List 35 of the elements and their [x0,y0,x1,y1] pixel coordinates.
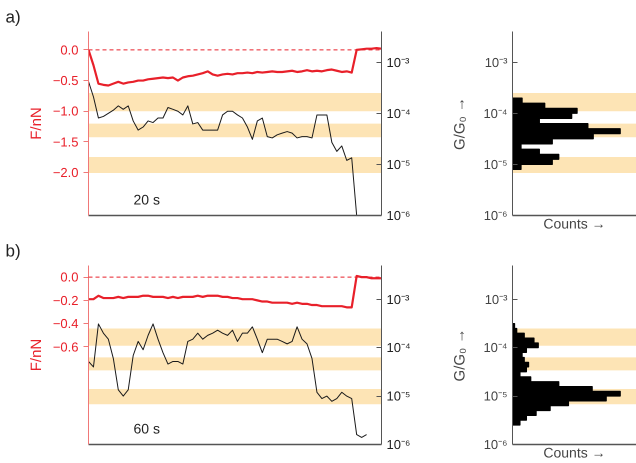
y-axis-title: G/G₀ → [451,97,468,150]
y-tick-label: 10⁻⁴ [483,106,508,121]
annotation: 20 s [134,192,160,208]
x-axis-title: Counts → [543,444,606,460]
y-tick-label: 10⁻⁵ [484,156,508,172]
y-tick-label: −0.6 [52,339,79,354]
y-axis-title: F/nN [28,338,45,372]
x-axis-title: Counts → [543,216,606,232]
y-tick-label: 10⁻³ [484,54,508,70]
y-axis-title: G/G₀ → [451,328,468,382]
y2-tick-label: 10⁻⁶ [386,208,410,223]
y2-tick-label: 10⁻³ [386,292,410,307]
y-tick-label: 10⁻⁶ [484,437,508,452]
y-tick-label: 10⁻⁵ [484,388,508,404]
y2-tick-label: 10⁻³ [386,54,410,70]
y2-tick-label: 10⁻⁵ [386,388,410,404]
y2-tick-label: 10⁻⁶ [386,437,410,452]
y-tick-label: −0.2 [52,292,79,308]
y-tick-label: −1.5 [52,134,79,150]
y-tick-label: 0.0 [60,270,79,285]
y-tick-label: 10⁻⁶ [484,208,508,223]
text: a) [6,8,21,26]
y2-tick-label: 10⁻⁴ [386,106,411,121]
y2-tick-label: 10⁻⁵ [386,156,410,172]
y-tick-label: −0.5 [52,73,79,88]
y2-tick-label: 10⁻⁴ [386,340,411,356]
y-tick-label: −2.0 [52,165,79,180]
y-tick-label: 0.0 [60,42,79,58]
text: b) [6,242,21,260]
y-axis-title: F/nN [28,107,45,140]
y-tick-label: −1.0 [52,104,79,119]
y-tick-label: −0.4 [52,316,79,332]
annotation: 60 s [134,420,160,436]
y-tick-label: 10⁻³ [484,292,508,307]
y-tick-label: 10⁻⁴ [483,340,508,356]
